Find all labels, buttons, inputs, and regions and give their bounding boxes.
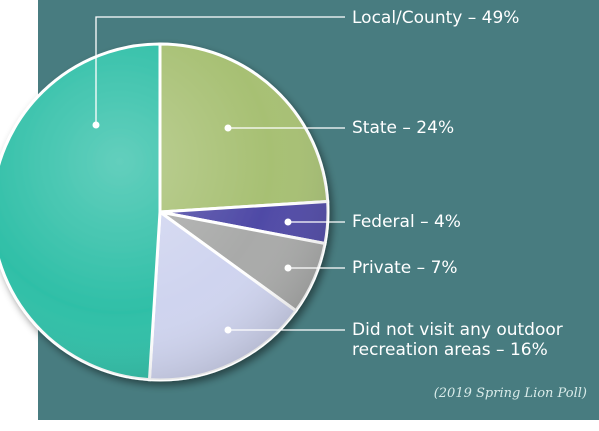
slice-label-federal: Federal – 4% bbox=[352, 212, 461, 232]
leader-dot-federal bbox=[284, 218, 292, 226]
leader-dot-local-county bbox=[92, 121, 100, 129]
source-note: (2019 Spring Lion Poll) bbox=[433, 386, 587, 401]
leader-dot-did-not-visit bbox=[224, 326, 232, 334]
slice-label-local-county: Local/County – 49% bbox=[352, 8, 520, 28]
leader-line-local-county bbox=[95, 16, 345, 125]
leader-dot-state bbox=[224, 124, 232, 132]
leader-dot-private bbox=[284, 264, 292, 272]
slice-label-private: Private – 7% bbox=[352, 258, 458, 278]
slice-label-did-not-visit-line1: Did not visit any outdoor bbox=[352, 320, 563, 340]
slice-label-did-not-visit-line2: recreation areas – 16% bbox=[352, 340, 548, 360]
slice-label-state: State – 24% bbox=[352, 118, 455, 138]
slice-label-did-not-visit: Did not visit any outdoor recreation are… bbox=[352, 320, 563, 360]
